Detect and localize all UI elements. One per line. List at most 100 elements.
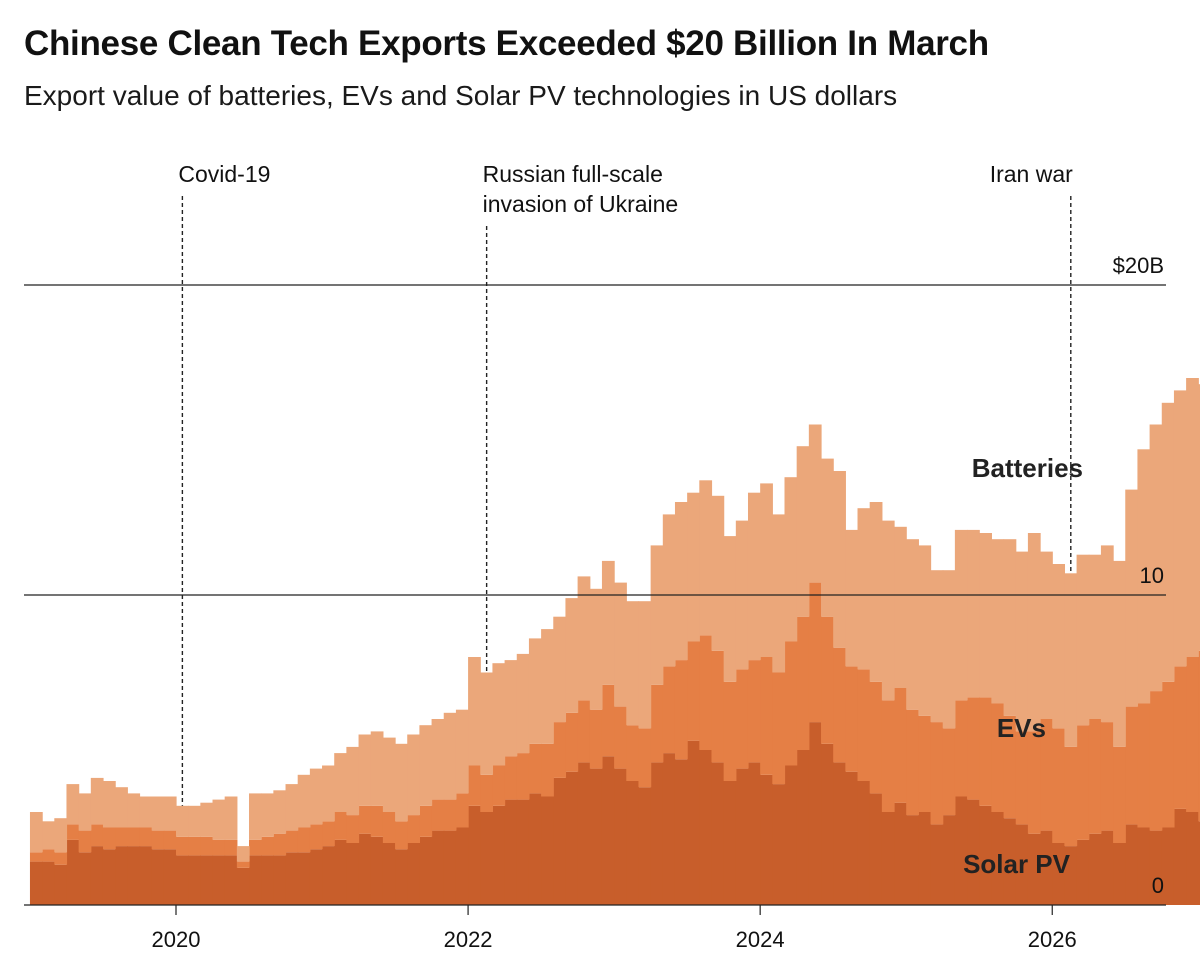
bar-solar-pv — [285, 852, 299, 905]
x-tick-label: 2024 — [736, 927, 785, 952]
bar-solar-pv — [419, 836, 433, 905]
bar-solar-pv — [577, 762, 591, 905]
bar-evs — [273, 833, 287, 856]
bar-solar-pv — [431, 830, 445, 905]
bar-batteries — [601, 560, 615, 685]
bar-batteries — [1173, 390, 1187, 667]
bar-batteries — [760, 483, 773, 657]
bar-evs — [1137, 703, 1151, 828]
bar-solar-pv — [699, 750, 713, 905]
bar-solar-pv — [504, 799, 518, 905]
bar-solar-pv — [1064, 846, 1078, 905]
bar-evs — [614, 706, 627, 769]
bar-solar-pv — [881, 812, 895, 905]
series-evs — [29, 582, 1200, 868]
bar-batteries — [699, 480, 713, 636]
bar-solar-pv — [224, 855, 238, 905]
bar-solar-pv — [954, 796, 968, 905]
bar-evs — [395, 821, 408, 850]
bar-evs — [29, 852, 43, 862]
bar-solar-pv — [967, 799, 980, 905]
bar-batteries — [78, 793, 92, 831]
bar-batteries — [212, 799, 226, 840]
bar-solar-pv — [382, 843, 396, 905]
bar-batteries — [200, 802, 214, 837]
bar-batteries — [906, 539, 919, 710]
bar-evs — [1161, 681, 1175, 828]
bar-evs — [601, 684, 615, 757]
bar-solar-pv — [455, 827, 469, 905]
bar-solar-pv — [236, 867, 250, 905]
bar-solar-pv — [1100, 830, 1114, 905]
bar-solar-pv — [796, 750, 810, 905]
bar-evs — [188, 836, 201, 856]
bar-solar-pv — [614, 768, 627, 905]
bar-evs — [115, 827, 128, 847]
bar-evs — [954, 700, 968, 797]
bar-batteries — [54, 818, 68, 853]
bar-solar-pv — [979, 805, 992, 905]
bar-batteries — [309, 768, 323, 825]
bar-batteries — [419, 725, 433, 806]
bar-solar-pv — [991, 812, 1005, 905]
bar-batteries — [1100, 545, 1114, 723]
bar-evs — [322, 821, 335, 847]
bar-batteries — [42, 821, 55, 850]
bar-evs — [127, 827, 141, 847]
bar-batteries — [322, 765, 335, 822]
series-label-solar-pv: Solar PV — [963, 849, 1071, 879]
bar-solar-pv — [784, 765, 798, 905]
bar-solar-pv — [309, 849, 323, 905]
bar-solar-pv — [772, 784, 786, 905]
bar-batteries — [942, 570, 956, 729]
bar-solar-pv — [942, 815, 956, 905]
bar-batteries — [334, 753, 347, 812]
bar-batteries — [674, 502, 688, 661]
bar-evs — [370, 805, 384, 837]
bar-solar-pv — [66, 839, 80, 905]
bar-batteries — [273, 790, 287, 834]
bar-batteries — [1125, 489, 1139, 707]
bar-solar-pv — [516, 799, 530, 905]
bar-evs — [1173, 666, 1187, 809]
bar-solar-pv — [565, 771, 579, 905]
bar-evs — [699, 635, 713, 750]
bar-batteries — [1088, 554, 1102, 719]
bar-evs — [674, 660, 688, 760]
bar-solar-pv — [151, 849, 165, 905]
bar-evs — [1186, 657, 1199, 812]
bar-solar-pv — [638, 787, 652, 905]
bar-solar-pv — [42, 861, 55, 905]
bar-batteries — [808, 424, 822, 583]
bar-batteries — [407, 734, 420, 816]
bar-batteries — [249, 793, 262, 840]
bar-batteries — [516, 653, 530, 754]
bar-evs — [833, 647, 846, 763]
bar-solar-pv — [821, 743, 834, 905]
bar-batteries — [918, 545, 932, 716]
bar-evs — [541, 743, 554, 797]
area-bars-layer — [29, 378, 1200, 905]
y-tick-label: 0 — [1152, 873, 1164, 898]
bar-solar-pv — [808, 722, 822, 905]
bar-batteries — [954, 529, 968, 701]
bar-batteries — [821, 458, 834, 617]
bar-batteries — [395, 743, 408, 822]
bar-evs — [431, 799, 445, 831]
bar-solar-pv — [468, 805, 481, 905]
bar-evs — [1064, 746, 1078, 847]
event-label: Iran war — [990, 161, 1073, 187]
gridlines-layer — [24, 284, 1166, 906]
bar-evs — [662, 666, 676, 754]
bar-evs — [1040, 719, 1053, 831]
bar-batteries — [869, 502, 883, 682]
bar-evs — [102, 827, 116, 850]
bar-evs — [626, 725, 640, 781]
bar-evs — [1198, 650, 1200, 822]
bar-evs — [1149, 691, 1163, 831]
bar-solar-pv — [1052, 843, 1066, 905]
bar-solar-pv — [601, 756, 615, 905]
bar-solar-pv — [492, 805, 506, 905]
bar-solar-pv — [626, 781, 640, 905]
